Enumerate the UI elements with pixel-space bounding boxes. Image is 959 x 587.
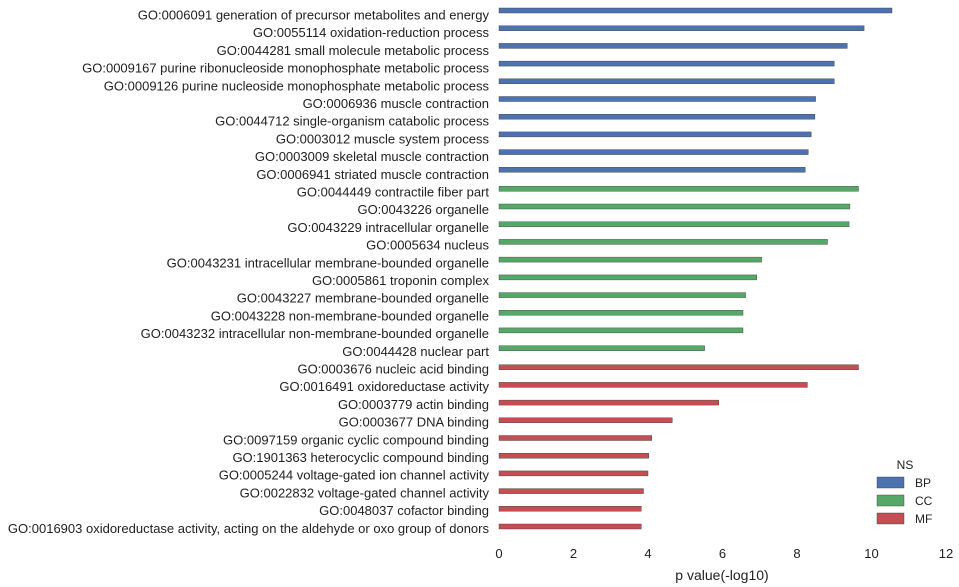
bar-bp-3 xyxy=(498,43,848,49)
x-tick-label: 8 xyxy=(793,546,800,561)
y-tick-label: GO:0043229 intracellular organelle xyxy=(287,220,489,235)
y-tick-label: GO:0044281 small molecule metabolic proc… xyxy=(217,43,490,58)
bar-mf-29 xyxy=(498,506,642,512)
legend-swatch-mf xyxy=(876,512,905,525)
bar-bp-1 xyxy=(498,7,893,14)
y-tick-label: GO:0043228 non-membrane-bounded organell… xyxy=(211,308,489,323)
y-tick-label: GO:0044449 contractile fiber part xyxy=(297,185,490,200)
y-tick-label: GO:0048037 cofactor binding xyxy=(319,503,489,518)
bar-bp-9 xyxy=(498,149,809,155)
y-tick-label: GO:0006936 muscle contraction xyxy=(303,96,489,111)
y-tick-label: GO:0097159 organic cyclic compound bindi… xyxy=(223,432,489,447)
y-tick-label: GO:0016491 oxidoreductase activity xyxy=(279,379,489,394)
bar-mf-23 xyxy=(498,399,720,406)
x-tick-label: 0 xyxy=(495,546,502,561)
y-tick-label: GO:0006941 striated muscle contraction xyxy=(256,167,489,182)
y-tick-label: GO:0016903 oxidoreductase activity, acti… xyxy=(8,521,490,536)
bar-mf-30 xyxy=(498,523,642,530)
y-tick-label: GO:0005861 troponin complex xyxy=(312,273,490,288)
y-tick-label: GO:0043227 membrane-bounded organelle xyxy=(237,291,489,306)
y-tick-label: GO:0044712 single-organism catabolic pro… xyxy=(215,114,489,129)
x-tick-label: 10 xyxy=(864,546,878,561)
y-tick-label: GO:0003676 nucleic acid binding xyxy=(297,362,489,377)
y-tick-label: GO:0055114 oxidation-reduction process xyxy=(253,25,490,40)
legend-swatch-bp xyxy=(876,476,905,489)
bar-cc-18 xyxy=(498,310,744,316)
bar-mf-22 xyxy=(498,382,808,388)
bar-mf-24 xyxy=(498,417,673,423)
y-tick-label: GO:0003677 DNA binding xyxy=(339,415,489,430)
legend-title: NS xyxy=(897,458,914,472)
x-tick-label: 2 xyxy=(570,546,577,561)
y-tick-label: GO:0005244 voltage-gated ion channel act… xyxy=(219,468,490,483)
bar-mf-28 xyxy=(498,488,644,494)
bar-bp-2 xyxy=(498,25,865,31)
y-tick-label: GO:0005634 nucleus xyxy=(366,238,489,253)
bar-cc-14 xyxy=(498,239,828,245)
bar-mf-27 xyxy=(498,470,649,477)
bar-mf-21 xyxy=(498,364,859,370)
bar-cc-12 xyxy=(498,203,851,210)
y-tick-label: GO:0044428 nuclear part xyxy=(342,344,489,359)
x-tick-labels: 0 2 4 6 8 10 12 xyxy=(495,546,953,561)
y-tick-label: GO:0043231 intracellular membrane-bounde… xyxy=(167,255,489,270)
bar-bp-4 xyxy=(498,60,835,67)
y-tick-label: GO:0022832 voltage-gated channel activit… xyxy=(240,485,490,500)
y-tick-label: GO:0009167 purine ribonucleoside monopho… xyxy=(82,61,489,76)
x-axis-label: p value(-log10) xyxy=(675,567,768,583)
bar-cc-16 xyxy=(498,274,757,281)
y-tick-label: GO:0006091 generation of precursor metab… xyxy=(138,8,490,23)
bars-layer xyxy=(498,7,893,530)
bar-cc-19 xyxy=(498,327,744,334)
bar-bp-7 xyxy=(498,113,816,120)
bar-bp-5 xyxy=(498,78,835,85)
y-tick-labels: GO:0006091 generation of precursor metab… xyxy=(8,8,490,536)
bar-bp-8 xyxy=(498,131,812,138)
y-tick-label: GO:0003009 skeletal muscle contraction xyxy=(255,149,489,164)
bar-mf-26 xyxy=(498,453,649,459)
y-tick-label: GO:0043226 organelle xyxy=(357,202,489,217)
bar-cc-17 xyxy=(498,292,746,298)
bar-cc-15 xyxy=(498,256,762,263)
y-tick-label: GO:0043232 intracellular non-membrane-bo… xyxy=(141,326,489,341)
legend-label-cc: CC xyxy=(915,494,933,508)
bar-bp-6 xyxy=(498,96,816,102)
legend-swatch-cc xyxy=(876,494,905,507)
x-tick-label: 6 xyxy=(719,546,726,561)
legend: NS BP CC MF xyxy=(876,458,933,526)
x-tick-label: 12 xyxy=(939,546,953,561)
y-tick-label: GO:1901363 heterocyclic compound binding xyxy=(232,450,489,465)
legend-label-mf: MF xyxy=(915,512,932,526)
x-tick-label: 4 xyxy=(644,546,651,561)
bar-cc-20 xyxy=(498,345,705,351)
y-tick-label: GO:0003012 muscle system process xyxy=(276,131,490,146)
bar-cc-13 xyxy=(498,221,850,227)
legend-label-bp: BP xyxy=(915,476,931,490)
bar-bp-10 xyxy=(498,167,806,173)
y-tick-label: GO:0009126 purine nucleoside monophospha… xyxy=(104,78,490,93)
bar-mf-25 xyxy=(498,435,652,441)
y-tick-label: GO:0003779 actin binding xyxy=(338,397,489,412)
bar-cc-11 xyxy=(498,186,859,192)
